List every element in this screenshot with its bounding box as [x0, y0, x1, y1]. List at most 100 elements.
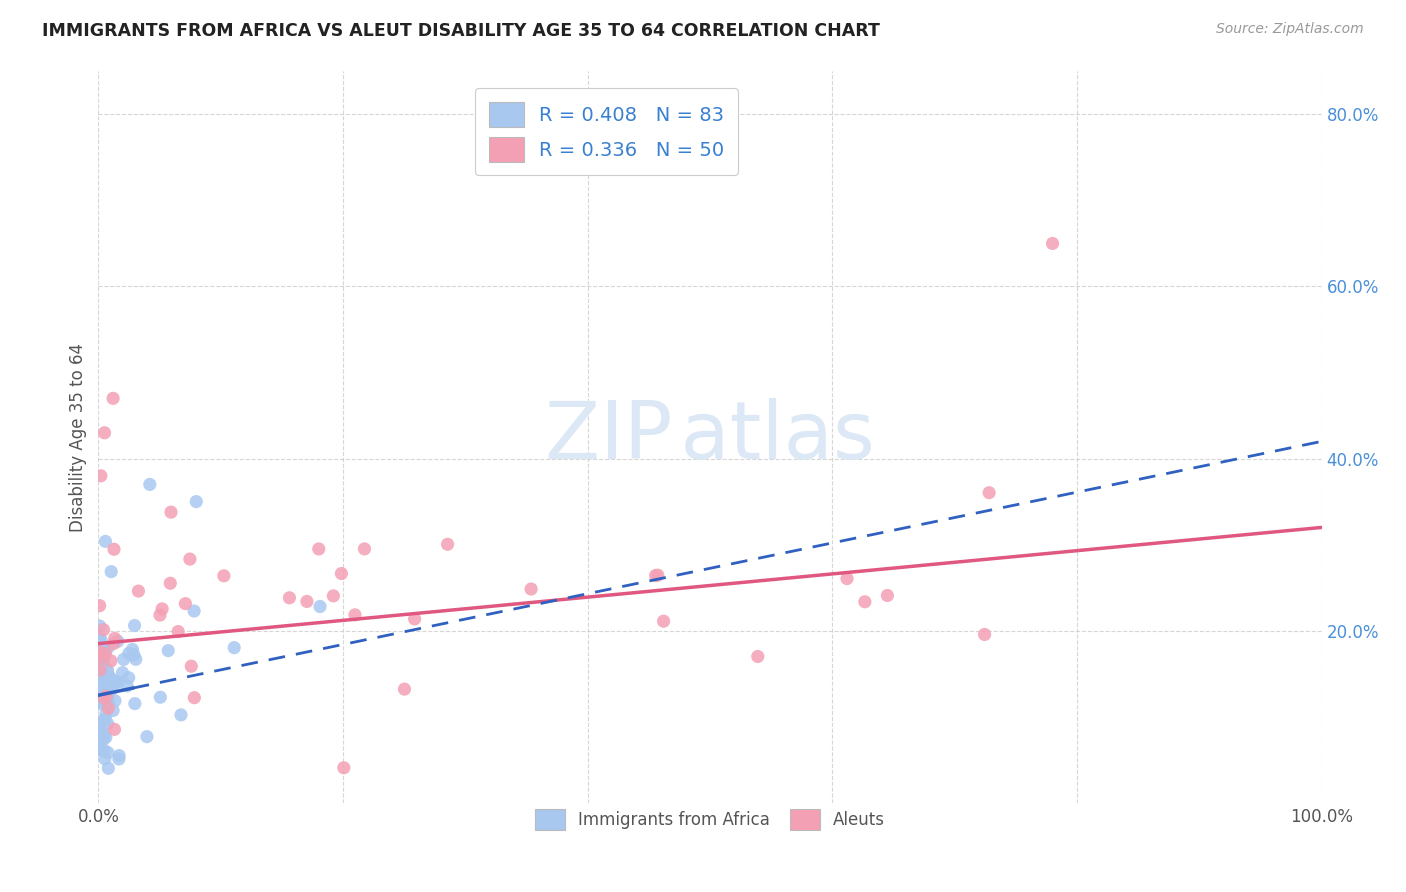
Point — [104, 694, 127, 708]
Point — [308, 541, 330, 556]
Point — [96, 690, 118, 704]
Point — [93, 686, 115, 700]
Point — [174, 597, 197, 611]
Point — [93, 653, 115, 667]
Point — [404, 612, 426, 626]
Point — [125, 652, 148, 666]
Point — [89, 715, 111, 730]
Point — [101, 704, 124, 718]
Point — [876, 589, 898, 603]
Point — [90, 633, 112, 648]
Point — [89, 599, 111, 613]
Point — [93, 425, 115, 440]
Point — [330, 566, 353, 581]
Point — [97, 761, 120, 775]
Point — [835, 572, 858, 586]
Text: Source: ZipAtlas.com: Source: ZipAtlas.com — [1216, 22, 1364, 37]
Point — [183, 690, 205, 705]
Point — [90, 727, 112, 741]
Point — [394, 682, 416, 697]
Point — [180, 659, 202, 673]
Point — [170, 707, 193, 722]
Point — [122, 648, 145, 662]
Point — [90, 675, 112, 690]
Point — [89, 637, 111, 651]
Point — [90, 724, 112, 739]
Point — [333, 761, 356, 775]
Point — [97, 692, 120, 706]
Point — [118, 671, 141, 685]
Point — [91, 643, 114, 657]
Point — [89, 657, 111, 672]
Point — [90, 650, 112, 665]
Point — [90, 731, 112, 746]
Point — [93, 743, 115, 757]
Point — [91, 681, 114, 696]
Point — [853, 595, 876, 609]
Point — [101, 392, 124, 406]
Point — [167, 624, 190, 639]
Point — [644, 568, 666, 582]
Point — [90, 689, 112, 703]
Point — [93, 623, 115, 637]
Point — [135, 730, 157, 744]
Point — [94, 647, 117, 661]
Point — [103, 674, 125, 689]
Point — [89, 743, 111, 757]
Point — [309, 599, 332, 614]
Point — [105, 674, 128, 689]
Point — [278, 591, 301, 605]
Point — [89, 697, 111, 711]
Point — [108, 752, 131, 766]
Point — [100, 671, 122, 685]
Point — [89, 637, 111, 651]
Point — [94, 707, 117, 722]
Point — [103, 723, 125, 737]
Point — [1042, 236, 1064, 251]
Point — [436, 537, 458, 551]
Point — [97, 746, 120, 760]
Point — [118, 647, 141, 661]
Point — [93, 729, 115, 743]
Point — [647, 568, 669, 582]
Point — [97, 640, 120, 655]
Point — [100, 654, 122, 668]
Point — [139, 477, 162, 491]
Point — [111, 665, 134, 680]
Point — [149, 608, 172, 623]
Point — [652, 614, 675, 628]
Point — [183, 604, 205, 618]
Legend: Immigrants from Africa, Aleuts: Immigrants from Africa, Aleuts — [526, 800, 894, 838]
Point — [90, 639, 112, 653]
Point — [160, 505, 183, 519]
Point — [93, 713, 115, 727]
Point — [89, 727, 111, 741]
Point — [91, 732, 114, 747]
Point — [159, 576, 181, 591]
Point — [115, 679, 138, 693]
Point — [322, 589, 344, 603]
Point — [979, 485, 1001, 500]
Point — [121, 642, 143, 657]
Point — [100, 565, 122, 579]
Point — [100, 677, 122, 691]
Point — [124, 697, 146, 711]
Point — [89, 619, 111, 633]
Point — [89, 663, 111, 677]
Point — [90, 672, 112, 686]
Point — [100, 682, 122, 697]
Point — [93, 691, 115, 706]
Point — [94, 676, 117, 690]
Point — [89, 741, 111, 756]
Point — [157, 643, 180, 657]
Point — [91, 657, 114, 672]
Point — [93, 679, 115, 693]
Point — [96, 682, 118, 697]
Point — [97, 716, 120, 731]
Point — [520, 582, 543, 596]
Point — [94, 534, 117, 549]
Point — [186, 494, 208, 508]
Point — [127, 584, 149, 599]
Point — [89, 630, 111, 644]
Point — [112, 652, 135, 666]
